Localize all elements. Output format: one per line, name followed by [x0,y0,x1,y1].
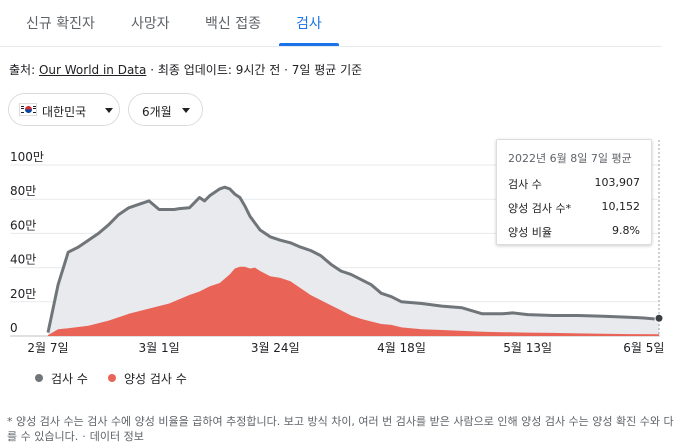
source-link[interactable]: Our World in Data [38,63,147,77]
x-tick-label: 6월 5일 [623,341,664,355]
tooltip-value: 9.8% [612,224,640,237]
period-dropdown[interactable]: 6개월 [128,93,203,126]
x-tick-label: 4월 18일 [377,341,426,355]
chevron-down-icon [105,108,113,113]
tooltip-date: 2022년 6월 8일 7일 평균 [508,152,632,165]
legend-positive-label: 양성 검사 수 [124,372,187,386]
x-tick-label: 3월 24일 [251,341,300,355]
tooltip-label: 양성 비율 [508,226,552,239]
tooltip-value: 10,152 [601,200,641,213]
y-tick-label: 80만 [10,184,36,198]
x-tick-label: 2월 7일 [27,341,68,355]
tooltip-row-positive: 양성 검사 수* 10,152 [508,200,640,216]
region-dropdown[interactable]: 대한민국 [8,93,120,126]
footnote: * 양성 검사 수는 검사 수에 양성 비율을 곱하여 추정합니다. 보고 방식… [7,415,674,443]
chart-tooltip: 2022년 6월 8일 7일 평균 검사 수 103,907 양성 검사 수* … [496,139,652,245]
tooltip-row-tests: 검사 수 103,907 [508,176,640,192]
legend-positive[interactable]: 양성 검사 수 [108,370,187,387]
tab-new-cases[interactable]: 신규 확진자 [26,16,95,32]
source-suffix: · 최종 업데이트: 9시간 전 · 7일 평균 기준 [146,63,363,77]
tab-tests[interactable]: 검사 [296,16,322,32]
legend-tests-label: 검사 수 [51,372,88,386]
y-tick-label: 20만 [10,287,36,301]
period-dropdown-label: 6개월 [142,105,172,119]
legend-tests[interactable]: 검사 수 [35,370,88,387]
hover-point [654,313,664,323]
y-tick-label: 100만 [10,150,44,164]
tooltip-label: 검사 수 [508,178,542,191]
x-tick-label: 5월 13일 [503,341,552,355]
tooltip-row-rate: 양성 비율 9.8% [508,224,640,240]
tab-deaths[interactable]: 사망자 [131,16,170,32]
legend-dot-icon [108,374,116,382]
y-tick-label: 0 [10,321,18,335]
tests-chart[interactable]: 0 20만 40만 60만 80만 100만 2월 7일 3월 1일 3월 24일 4월 18일… [0,140,684,360]
tests-line [46,185,660,333]
tooltip-label: 양성 검사 수* [508,202,572,215]
tab-bar: 신규 확진자 사망자 백신 접종 검사 [0,0,662,47]
active-tab-indicator [279,43,339,46]
y-tick-label: 40만 [10,253,36,267]
korea-flag-icon [19,103,37,116]
source-line: 출처: Our World in Data · 최종 업데이트: 9시간 전 ·… [9,61,362,78]
x-tick-label: 3월 1일 [139,341,180,355]
y-tick-label: 60만 [10,218,36,232]
positive-tests-area [48,266,659,336]
legend-dot-icon [35,374,43,382]
chevron-down-icon [182,108,190,113]
source-prefix: 출처: [9,63,39,77]
data-info-link[interactable]: 데이터 정보 [89,430,144,443]
tab-vaccinations[interactable]: 백신 접종 [205,16,261,32]
tooltip-value: 103,907 [594,176,641,189]
region-dropdown-label: 대한민국 [42,105,87,119]
